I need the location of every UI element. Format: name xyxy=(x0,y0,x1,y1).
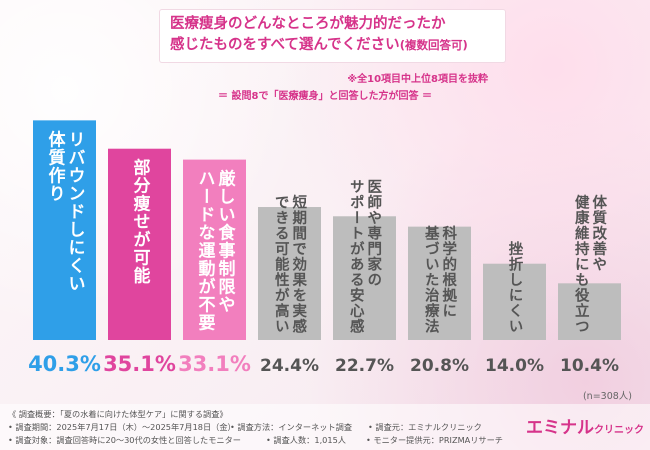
bar-1 xyxy=(33,120,96,341)
value-label-1: 40.3% xyxy=(28,352,101,376)
bar-3 xyxy=(183,159,246,340)
survey-footer: 《 調査概要：「夏の水着に向けた体型ケア」に関する調査》 • 調査期間：2025… xyxy=(0,404,650,450)
category-label-8-1: 体質改善や xyxy=(590,193,606,272)
value-label-7: 14.0% xyxy=(485,356,544,376)
category-label-3-2: ハードな運動が不要 xyxy=(195,170,216,332)
chart-title-box: 医療痩身のどんなところが魅力的だったか 感じたものをすべて選んでください(複数回… xyxy=(160,10,505,62)
category-label-4-1: 短期間で効果を実感 xyxy=(290,193,307,334)
chart-title-line2: 感じたものをすべて選んでください(複数回答可) xyxy=(170,35,495,56)
category-label-8-2: 健康維持にも役立つ xyxy=(573,193,589,334)
chart-subtitle: ＝ 設問8で「医療痩身」と回答した方が回答 ＝ xyxy=(218,91,432,102)
value-label-4: 24.4% xyxy=(260,356,319,376)
chart-title-line2-text: 感じたものをすべて選んでください xyxy=(170,37,400,53)
chart-title-line1: 医療痩身のどんなところが魅力的だったか xyxy=(170,16,446,32)
footer-method: • 調査方法：インターネット調査 xyxy=(230,422,353,432)
category-label-6-2: 基づいた治療法 xyxy=(423,224,440,334)
category-label-6-1: 科学的根拠に xyxy=(440,224,456,318)
bar-5 xyxy=(333,216,396,340)
category-label-2-1: 部分痩せが可能 xyxy=(130,158,151,285)
category-label-5-2: サポートがある安心感 xyxy=(348,179,364,334)
value-label-8: 10.4% xyxy=(560,356,619,376)
bar-4 xyxy=(258,207,321,340)
sample-size-label: (n=308人) xyxy=(582,391,632,402)
footer-overview: 《 調査概要：「夏の水着に向けた体型ケア」に関する調査》 xyxy=(8,409,228,419)
category-label-1-2: 体質作り xyxy=(45,129,66,202)
brand-logo: エミナルクリニック xyxy=(526,413,644,438)
footer-period: • 調査期間：2025年7月17日（木）〜2025年7月18日（金） xyxy=(8,422,236,432)
chart-title-suffix: (複数回答可) xyxy=(399,38,468,52)
value-label-6: 20.8% xyxy=(410,356,469,376)
brand-suffix: クリニック xyxy=(594,425,644,436)
category-label-7-1: 挫折しにくい xyxy=(507,240,523,334)
bar-2 xyxy=(108,148,171,340)
footer-count: • 調査人数：1,015人 xyxy=(266,435,346,445)
value-label-3: 33.1% xyxy=(178,352,251,376)
footer-target: • 調査対象：調査回答時に20〜30代の女性と回答したモニター xyxy=(8,435,241,445)
value-label-5: 22.7% xyxy=(335,356,394,376)
chart-note: ※全10項目中上位8項目を抜粋 xyxy=(347,74,488,85)
category-label-5-1: 医師や専門家の xyxy=(365,179,381,288)
category-label-4-2: できる可能性が高い xyxy=(273,195,289,335)
footer-org: • 調査元：エミナルクリニック xyxy=(368,422,482,432)
category-label-1-1: リバウンドしにくい xyxy=(65,130,86,292)
bar-6 xyxy=(408,226,471,340)
value-label-2: 35.1% xyxy=(103,352,176,376)
bar-8 xyxy=(558,283,621,340)
bar-7 xyxy=(483,263,546,340)
category-label-3-1: 厳しい食事制限や xyxy=(215,169,236,314)
footer-provider: • モニター提供元：PRIZMAリサーチ xyxy=(366,435,503,445)
brand-name: エミナル xyxy=(526,418,594,438)
